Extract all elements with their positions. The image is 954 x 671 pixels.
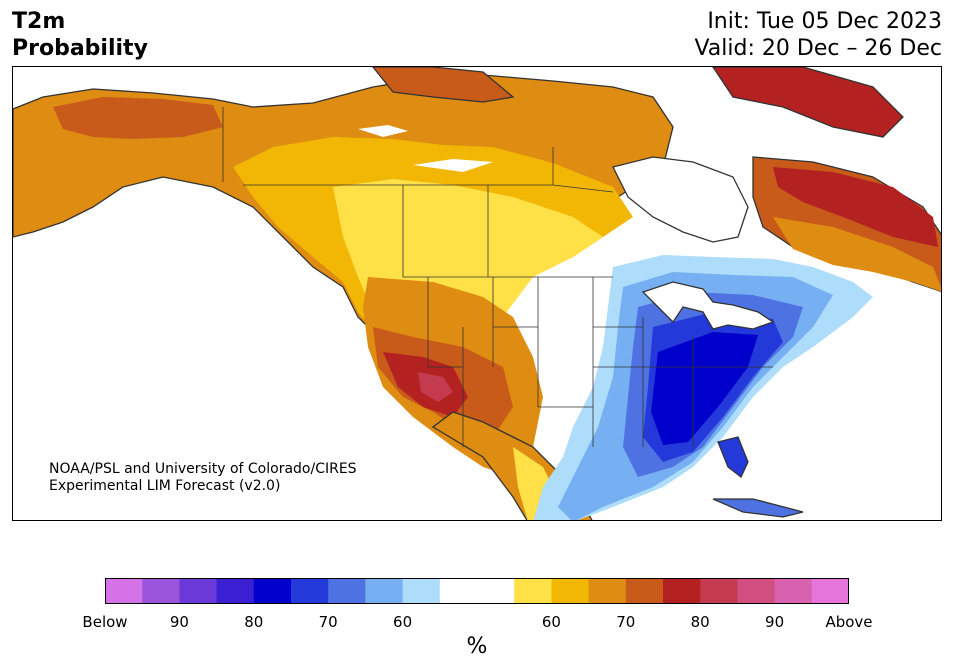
zone-above-75-alaska [53, 97, 223, 139]
colorbar-tick-label: Above [825, 613, 873, 631]
colorbar-segment [700, 578, 738, 604]
colorbar-segment [291, 578, 329, 604]
colorbar-segment [365, 578, 404, 604]
credit-line-1: NOAA/PSL and University of Colorado/CIRE… [49, 461, 357, 477]
title-subtitle: Probability [12, 36, 148, 61]
title-variable: T2m [12, 9, 66, 34]
credit-line-2: Experimental LIM Forecast (v2.0) [49, 478, 281, 494]
colorbar [105, 578, 849, 604]
init-date: Init: Tue 05 Dec 2023 [707, 9, 942, 34]
colorbar-tick-label: 80 [244, 613, 264, 631]
colorbar-segment [774, 578, 813, 604]
colorbar-border [105, 578, 849, 604]
colorbar-segment [663, 578, 701, 604]
colorbar-tick-label: 60 [541, 613, 561, 631]
colorbar-segment [588, 578, 627, 604]
zone-above-80-quebec [773, 167, 938, 247]
hudson-bay [612, 156, 749, 243]
colorbar-tick-label: 90 [169, 613, 189, 631]
colorbar-segment [253, 578, 292, 604]
colorbar-unit: % [466, 634, 488, 659]
colorbar-tick-label: Below [82, 613, 128, 631]
zone-above-85-core [418, 372, 453, 402]
probability-map [13, 67, 941, 520]
colorbar-segment [439, 578, 478, 604]
colorbar-segment [142, 578, 180, 604]
colorbar-segment [328, 578, 366, 604]
colorbar-segment [551, 578, 590, 604]
great-lakes [641, 281, 775, 330]
colorbar-tick-label: 90 [765, 613, 785, 631]
land-florida [717, 436, 749, 479]
colorbar-segment [514, 578, 552, 604]
colorbar-tick-label: 70 [616, 613, 636, 631]
colorbar-segment [625, 578, 664, 604]
lake-white-2 [413, 159, 493, 172]
colorbar-tick-label: 60 [393, 613, 413, 631]
political-boundaries [222, 107, 773, 447]
map-title: T2m Probability [12, 8, 148, 62]
land-baffin [712, 67, 904, 138]
colorbar-segment [216, 578, 255, 604]
map-panel [12, 66, 942, 521]
colorbar-tick-label: 80 [690, 613, 710, 631]
colorbar-segment [811, 578, 849, 604]
forecast-dates: Init: Tue 05 Dec 2023 Valid: 20 Dec – 26… [694, 8, 942, 62]
colorbar-segment [737, 578, 776, 604]
valid-dates: Valid: 20 Dec – 26 Dec [694, 36, 942, 61]
land-cuba [712, 498, 804, 518]
lake-white-1 [358, 125, 408, 137]
land-arctic-islands [372, 67, 515, 103]
colorbar-segment [477, 578, 515, 604]
colorbar-tick-label: 70 [318, 613, 338, 631]
colorbar-segment [179, 578, 218, 604]
data-credit: NOAA/PSL and University of Colorado/CIRE… [49, 461, 357, 495]
zone-above-70-quebec [773, 217, 941, 292]
colorbar-segment [105, 578, 143, 604]
zone-below-80-east [651, 332, 758, 445]
colorbar-segment [402, 578, 441, 604]
